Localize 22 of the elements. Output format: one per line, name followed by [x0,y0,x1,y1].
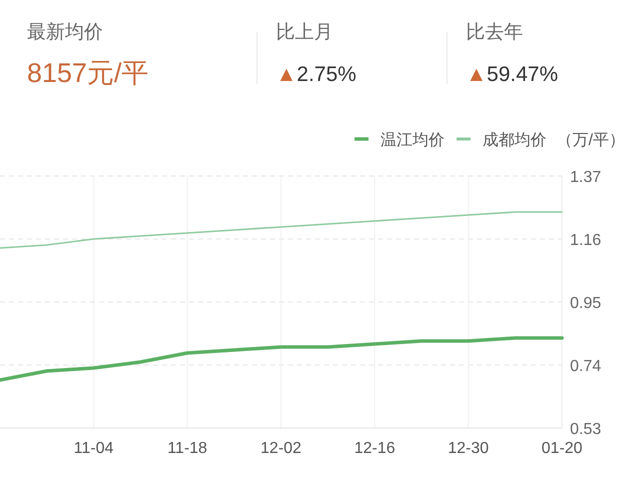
y-axis-title: （万/平） [556,132,625,149]
legend-label: 温江均价 [380,132,445,149]
line-series [0,211,563,249]
text: ▲2.75% [276,63,356,86]
text: 8157元/平 [27,58,149,88]
text: 比去年 [466,22,523,43]
line-series [0,336,564,382]
x-tick-label: 11-04 [74,440,114,457]
y-tick-label: 0.53 [570,421,602,438]
legend-label: 成都均价 [482,131,547,149]
text: 最新均价 [27,21,103,43]
x-tick-label: 12-02 [260,440,302,457]
x-tick-label: 11-18 [167,440,208,457]
x-tick-label: 01-20 [542,440,583,457]
text: 比上月 [276,22,333,43]
x-tick-label: 12-16 [354,440,396,457]
y-tick-label: 1.16 [570,232,602,249]
text: ▲59.47% [466,63,558,86]
y-tick-label: 1.37 [570,169,602,186]
x-tick-label: 12-30 [448,440,489,457]
y-tick-label: 0.95 [570,295,602,312]
y-tick-label: 0.74 [570,358,602,375]
